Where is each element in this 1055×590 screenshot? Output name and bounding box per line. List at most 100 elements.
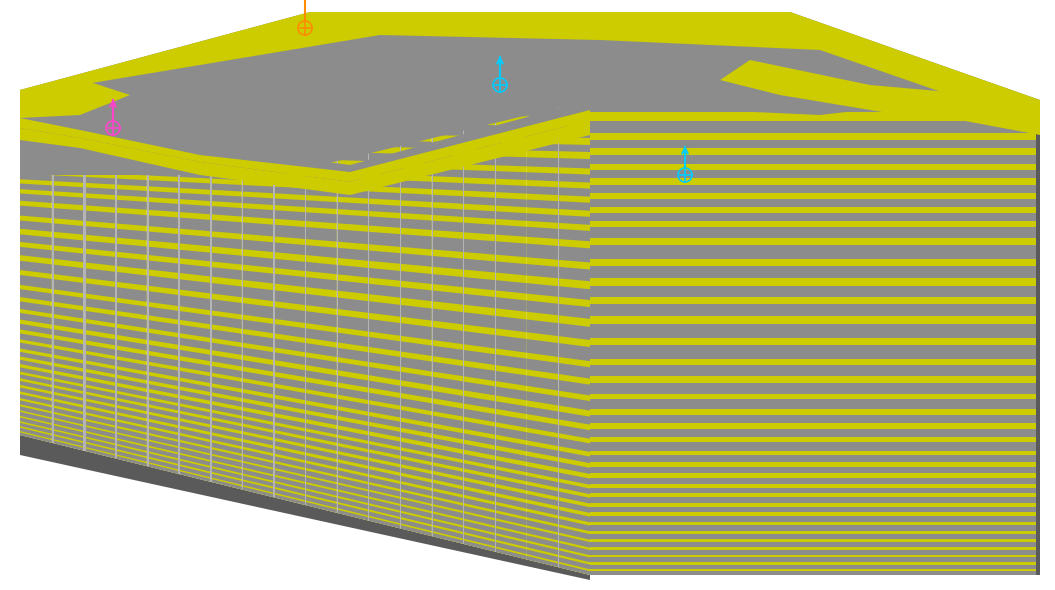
Polygon shape bbox=[147, 136, 178, 142]
Polygon shape bbox=[242, 434, 273, 445]
Polygon shape bbox=[20, 173, 52, 181]
Polygon shape bbox=[52, 414, 83, 425]
Polygon shape bbox=[20, 432, 52, 442]
Polygon shape bbox=[526, 283, 558, 297]
Polygon shape bbox=[210, 462, 242, 473]
Polygon shape bbox=[305, 105, 337, 115]
Polygon shape bbox=[337, 470, 368, 482]
Polygon shape bbox=[337, 387, 368, 400]
Polygon shape bbox=[337, 297, 368, 313]
Polygon shape bbox=[495, 478, 526, 490]
Polygon shape bbox=[115, 428, 147, 439]
Polygon shape bbox=[400, 323, 431, 340]
Polygon shape bbox=[115, 327, 147, 340]
Polygon shape bbox=[870, 90, 1040, 135]
Polygon shape bbox=[590, 365, 1040, 376]
Polygon shape bbox=[210, 427, 242, 439]
Polygon shape bbox=[558, 473, 590, 485]
Polygon shape bbox=[368, 232, 400, 247]
Polygon shape bbox=[52, 165, 83, 172]
Polygon shape bbox=[20, 301, 52, 314]
Polygon shape bbox=[305, 245, 337, 258]
Polygon shape bbox=[273, 242, 305, 255]
Polygon shape bbox=[273, 175, 305, 183]
Polygon shape bbox=[495, 528, 526, 540]
Polygon shape bbox=[178, 466, 210, 477]
Polygon shape bbox=[115, 339, 147, 350]
Polygon shape bbox=[210, 329, 242, 343]
Polygon shape bbox=[178, 324, 210, 338]
Polygon shape bbox=[431, 404, 463, 417]
Polygon shape bbox=[273, 376, 305, 389]
Polygon shape bbox=[495, 316, 526, 332]
Polygon shape bbox=[400, 181, 431, 189]
Polygon shape bbox=[273, 186, 305, 195]
Polygon shape bbox=[305, 490, 337, 502]
Polygon shape bbox=[495, 297, 526, 312]
Polygon shape bbox=[242, 185, 273, 194]
Polygon shape bbox=[20, 412, 52, 423]
Polygon shape bbox=[83, 120, 115, 130]
Polygon shape bbox=[178, 360, 210, 372]
Polygon shape bbox=[273, 150, 305, 159]
Polygon shape bbox=[115, 386, 147, 397]
Polygon shape bbox=[242, 173, 273, 182]
Polygon shape bbox=[115, 179, 147, 186]
Polygon shape bbox=[368, 124, 400, 135]
Polygon shape bbox=[210, 387, 242, 398]
Polygon shape bbox=[52, 348, 83, 360]
Polygon shape bbox=[337, 105, 368, 116]
Polygon shape bbox=[558, 527, 590, 540]
Polygon shape bbox=[115, 199, 147, 209]
Polygon shape bbox=[558, 187, 590, 196]
Polygon shape bbox=[52, 430, 83, 441]
Polygon shape bbox=[115, 121, 147, 130]
Polygon shape bbox=[178, 105, 210, 481]
Polygon shape bbox=[273, 105, 305, 505]
Polygon shape bbox=[273, 105, 275, 497]
Polygon shape bbox=[210, 396, 242, 407]
Polygon shape bbox=[210, 478, 242, 490]
Polygon shape bbox=[526, 432, 558, 446]
Polygon shape bbox=[147, 105, 178, 114]
Polygon shape bbox=[242, 105, 244, 490]
Polygon shape bbox=[590, 429, 1040, 437]
Polygon shape bbox=[20, 133, 52, 139]
Polygon shape bbox=[526, 199, 558, 209]
Polygon shape bbox=[463, 506, 495, 518]
Polygon shape bbox=[590, 383, 1040, 394]
Polygon shape bbox=[83, 145, 115, 153]
Polygon shape bbox=[558, 438, 590, 452]
Polygon shape bbox=[495, 241, 526, 257]
Polygon shape bbox=[242, 222, 273, 237]
Polygon shape bbox=[115, 378, 147, 388]
Polygon shape bbox=[178, 218, 210, 231]
Polygon shape bbox=[210, 455, 242, 467]
Polygon shape bbox=[337, 438, 368, 449]
Polygon shape bbox=[526, 227, 558, 239]
Polygon shape bbox=[115, 349, 147, 362]
Polygon shape bbox=[242, 162, 273, 170]
Polygon shape bbox=[526, 549, 558, 562]
Polygon shape bbox=[83, 432, 115, 444]
Polygon shape bbox=[20, 423, 52, 434]
Polygon shape bbox=[368, 105, 369, 520]
Polygon shape bbox=[273, 477, 305, 488]
Polygon shape bbox=[210, 253, 242, 264]
Polygon shape bbox=[495, 354, 526, 369]
Polygon shape bbox=[495, 496, 526, 509]
Polygon shape bbox=[305, 164, 337, 172]
Polygon shape bbox=[431, 483, 463, 495]
Polygon shape bbox=[178, 311, 210, 324]
Polygon shape bbox=[115, 244, 147, 255]
Polygon shape bbox=[495, 198, 526, 207]
Polygon shape bbox=[400, 341, 431, 356]
Polygon shape bbox=[115, 440, 147, 451]
Polygon shape bbox=[52, 358, 83, 368]
Polygon shape bbox=[52, 264, 83, 278]
Polygon shape bbox=[368, 105, 400, 528]
Polygon shape bbox=[305, 382, 337, 395]
Polygon shape bbox=[305, 343, 337, 357]
Polygon shape bbox=[147, 215, 178, 228]
Polygon shape bbox=[178, 105, 180, 474]
